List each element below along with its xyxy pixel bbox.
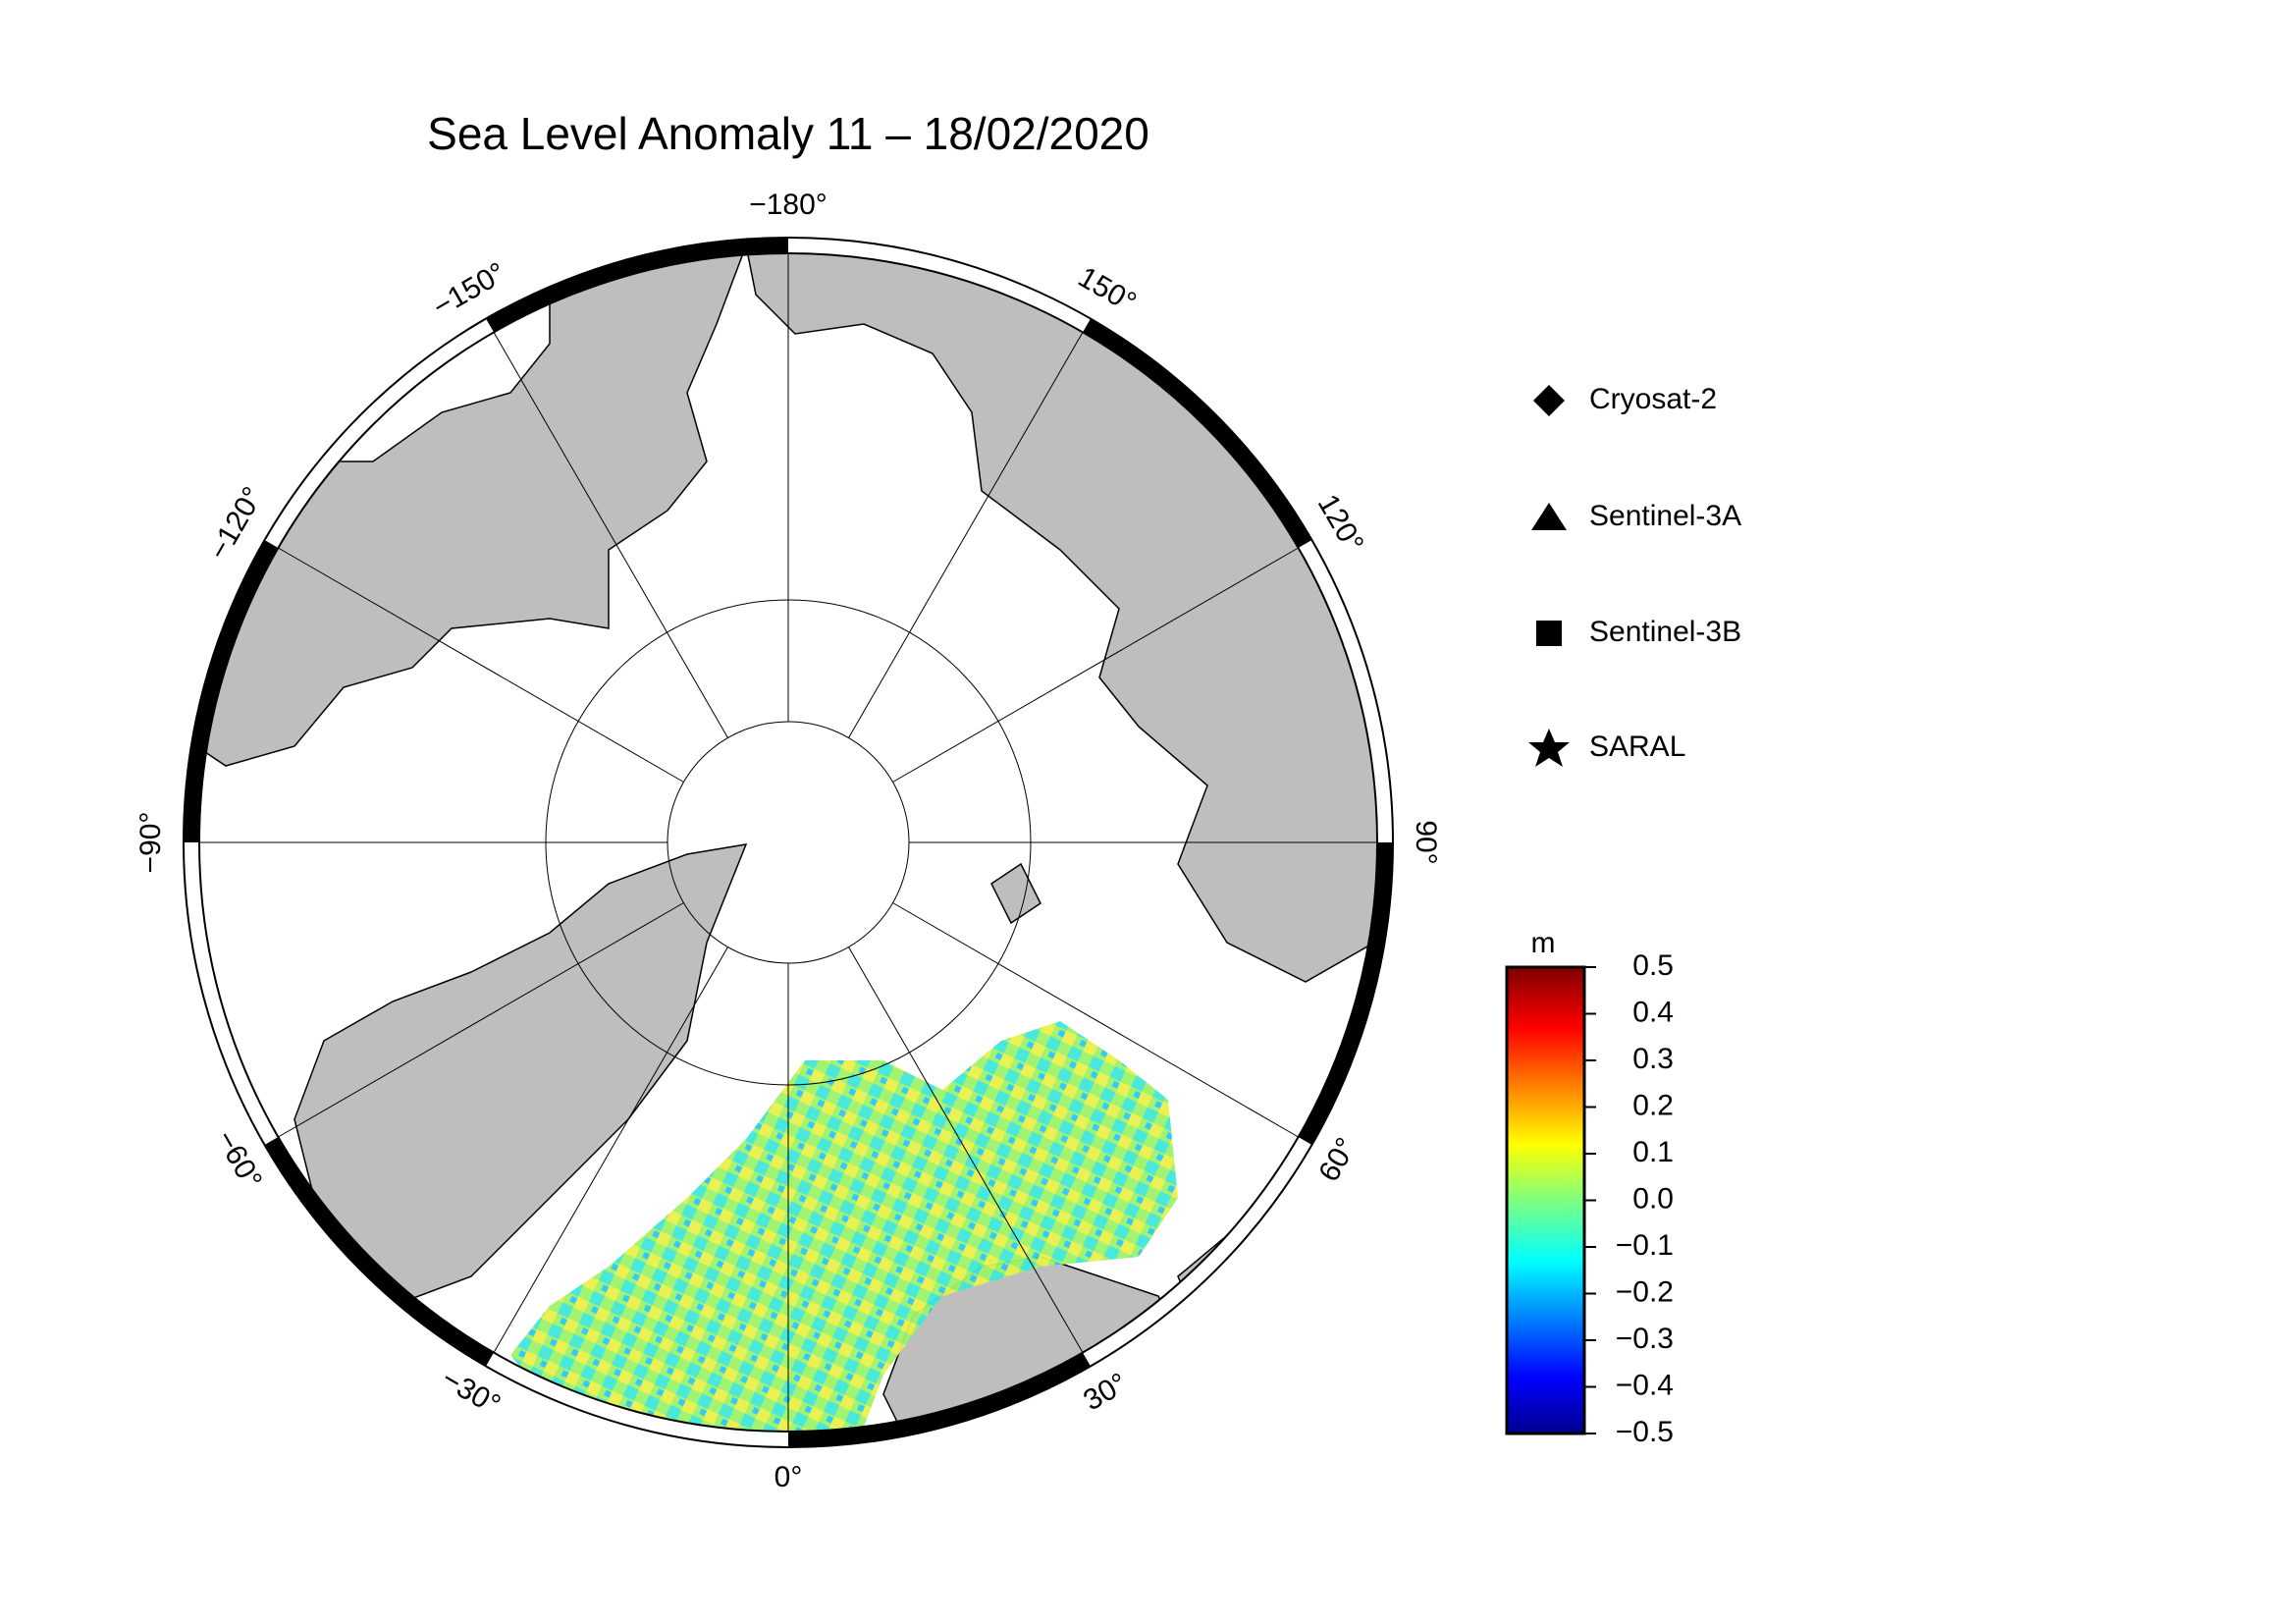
legend-star (1528, 729, 1570, 767)
meridian-label: 150° (1073, 261, 1142, 320)
colorbar: m 0.5 0.4 0.3 0.2 0.1 0.0 −0.1 −0.2 −0.3 −0.4 −0.5 (1505, 927, 1674, 1448)
observation-swaths (510, 1021, 1178, 1432)
meridian (848, 332, 1084, 738)
graticule (199, 253, 1377, 1432)
colorbar-unit: m (1531, 927, 1556, 959)
meridian-label: −180° (749, 189, 828, 221)
legend-label: Sentinel-3B (1589, 616, 1741, 648)
legend-diamond (1533, 385, 1565, 416)
legend-square (1536, 621, 1562, 646)
frame-band (787, 1352, 1091, 1447)
colorbar-tick-label: −0.4 (1616, 1369, 1674, 1401)
meridian (892, 902, 1299, 1138)
meridian (493, 332, 728, 738)
legend-label: Sentinel-3A (1589, 500, 1741, 532)
frame-band (1298, 841, 1393, 1145)
frame-band (486, 238, 789, 333)
meridian (278, 902, 684, 1138)
colorbar-tick-label: 0.1 (1632, 1136, 1674, 1168)
colorbar-tick-label: 0.4 (1632, 996, 1674, 1028)
meridian-label: 60° (1312, 1132, 1362, 1187)
colorbar-ramp (1505, 965, 1586, 1435)
colorbar-tick-label: −0.3 (1616, 1323, 1674, 1355)
colorbar-tick-label: −0.2 (1616, 1275, 1674, 1308)
meridian-label: 30° (1078, 1367, 1133, 1417)
meridian (848, 947, 1084, 1353)
legend-label: Cryosat-2 (1589, 383, 1717, 415)
meridian (493, 947, 728, 1353)
colorbar-tick-label: 0.3 (1632, 1043, 1674, 1075)
legend-triangle (1531, 503, 1567, 530)
frame-band (264, 1136, 495, 1367)
title: Sea Level Anomaly 11 – 18/02/2020 (427, 108, 1149, 159)
north-america (199, 253, 748, 767)
meridian (892, 547, 1299, 783)
frame-band (1082, 318, 1312, 549)
meridian-label: 0° (774, 1461, 803, 1493)
colorbar-tick-label: 0.2 (1632, 1089, 1674, 1121)
meridian (278, 547, 684, 783)
colorbar-tick-label: 0.5 (1632, 949, 1674, 982)
legend-label: SARAL (1589, 730, 1685, 763)
meridian-label: 90° (1410, 820, 1442, 864)
colorbar-tick-label: −0.5 (1616, 1416, 1674, 1448)
meridian-label: −90° (134, 812, 167, 874)
colorbar-tick-label: −0.1 (1616, 1229, 1674, 1262)
colorbar-tick-label: 0.0 (1632, 1182, 1674, 1215)
legend: Cryosat-2 Sentinel-3A Sentinel-3B SARAL (1528, 383, 1741, 767)
map-frame (183, 237, 1394, 1448)
meridian-label: 120° (1311, 489, 1370, 558)
greenland (294, 843, 748, 1307)
frame-band (184, 540, 279, 843)
